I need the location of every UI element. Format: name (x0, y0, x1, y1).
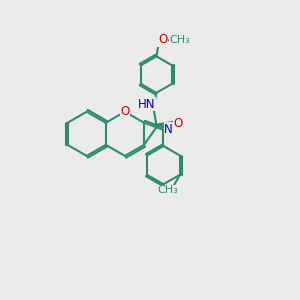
Text: HN: HN (137, 98, 155, 111)
Text: O: O (158, 33, 167, 46)
Text: O: O (174, 117, 183, 130)
Text: N: N (164, 123, 173, 136)
Text: CH₃: CH₃ (157, 185, 178, 195)
Text: O: O (120, 105, 130, 118)
Text: CH₃: CH₃ (169, 35, 190, 45)
